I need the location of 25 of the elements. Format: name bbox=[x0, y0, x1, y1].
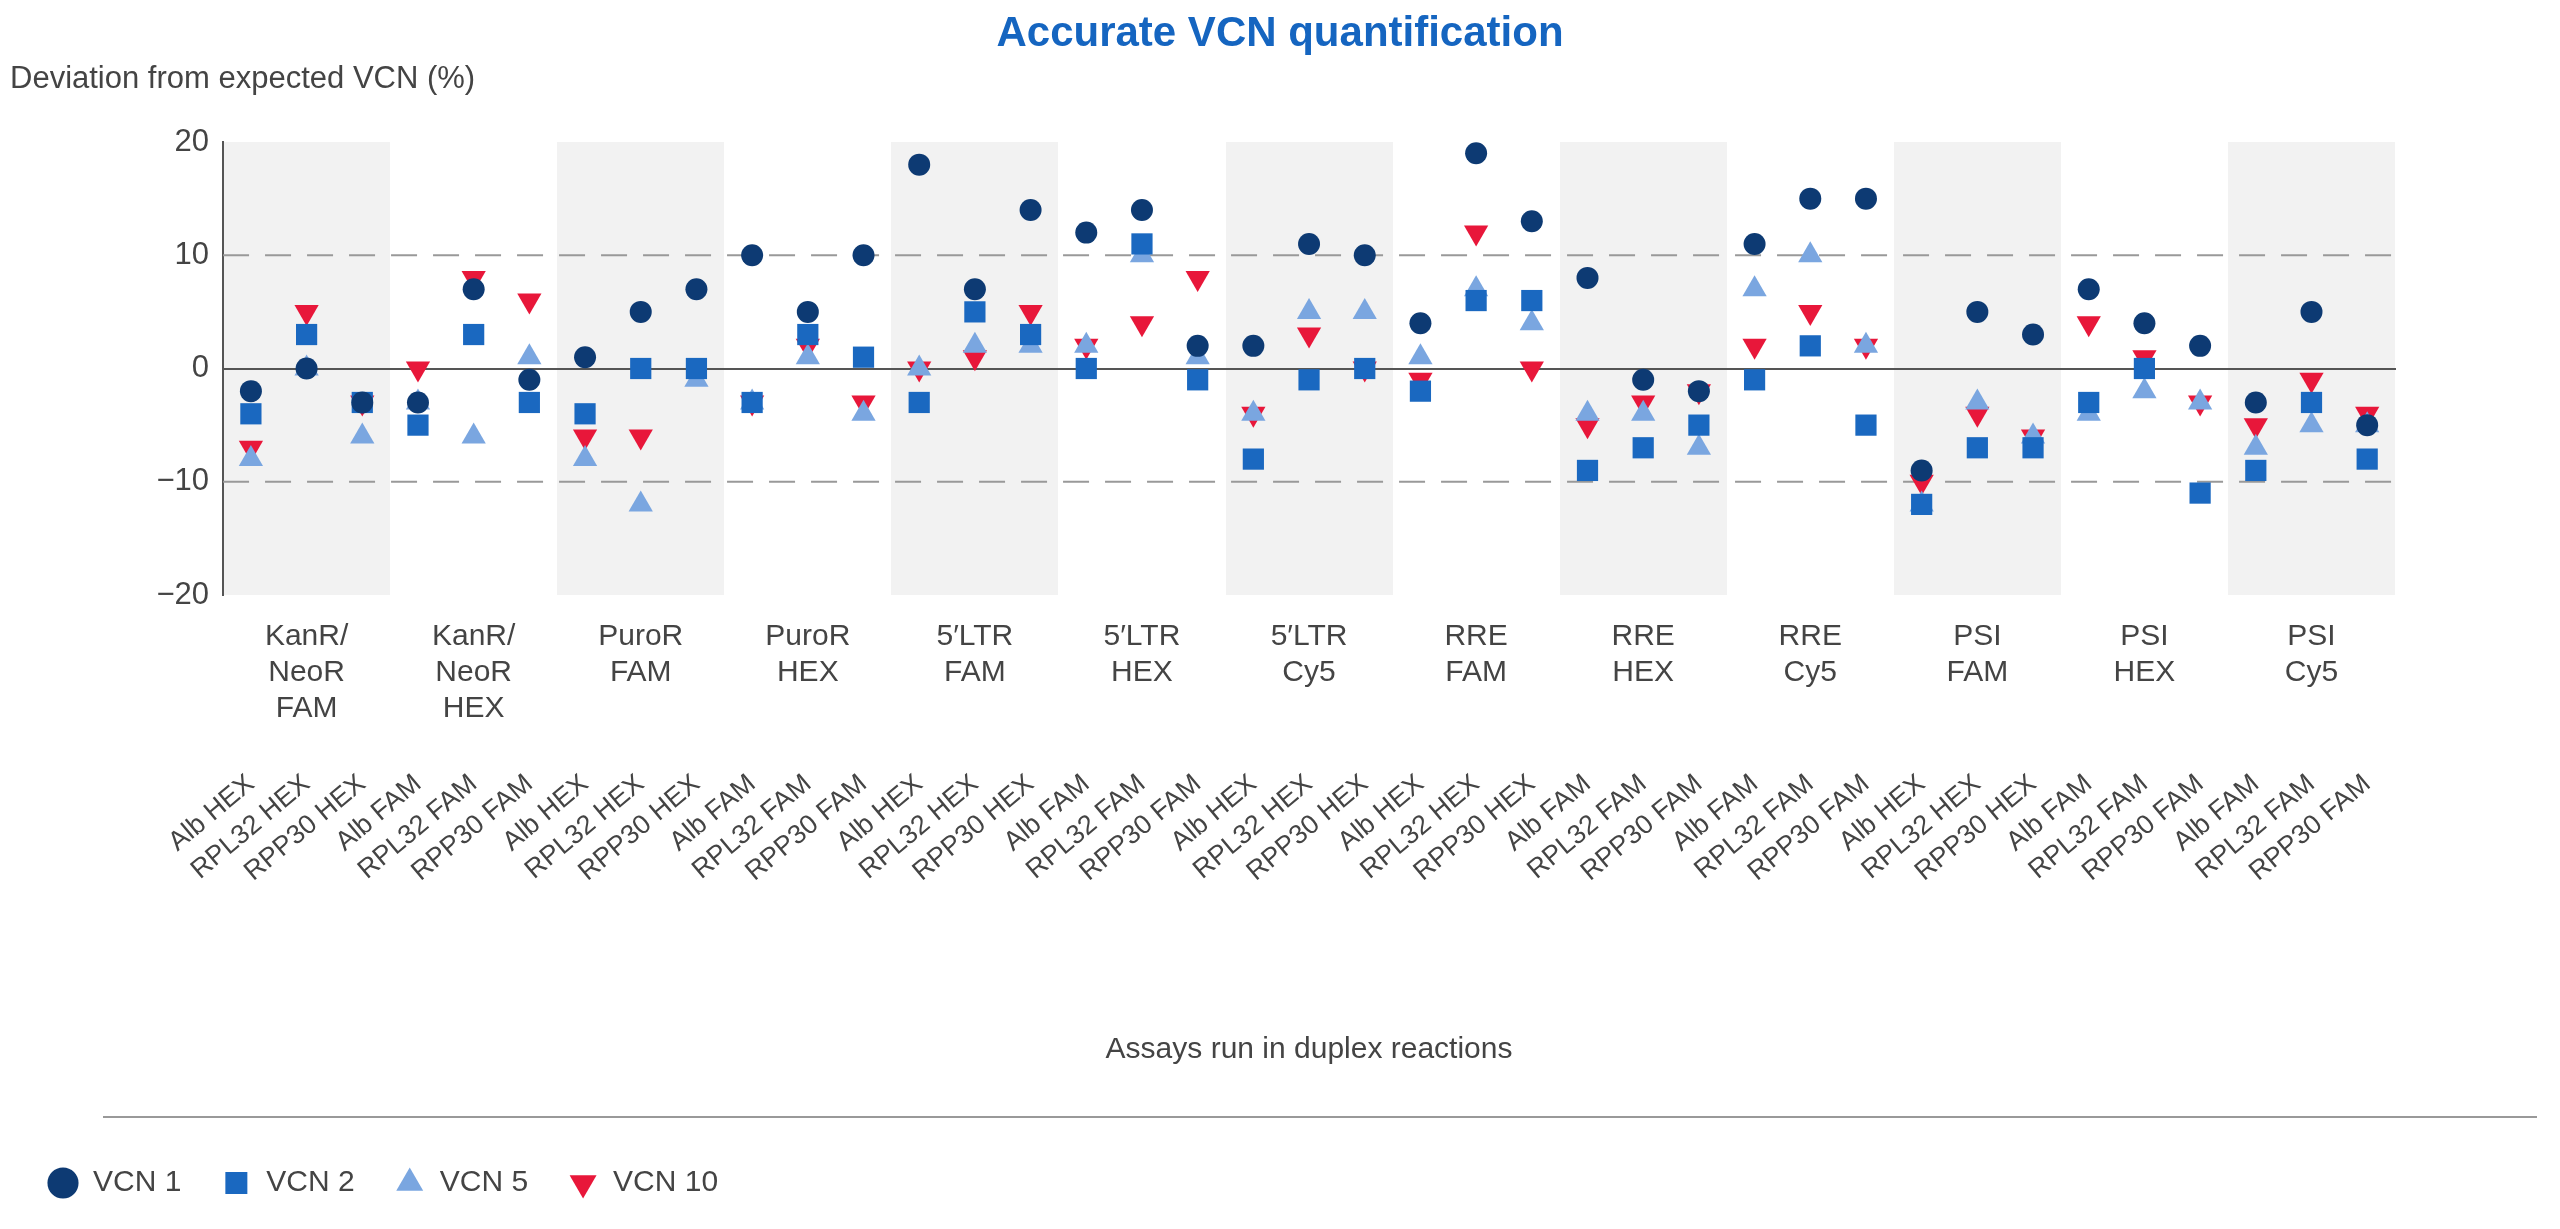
text: RRE FAM bbox=[1443, 617, 1509, 689]
text: 5′LTR Cy5 bbox=[1269, 617, 1349, 689]
y-tick-label: 20 bbox=[174, 122, 210, 158]
legend-label: VCN 5 bbox=[439, 1164, 529, 1198]
y-axis-title: Deviation from expected VCN (%) bbox=[9, 60, 477, 97]
text: PSI FAM bbox=[1945, 617, 2010, 689]
text: 5′LTR HEX bbox=[1102, 617, 1182, 689]
legend-label: VCN 2 bbox=[266, 1164, 355, 1198]
chart-title: Accurate VCN quantification bbox=[995, 8, 1565, 57]
y-tick-label: 0 bbox=[191, 349, 210, 385]
text: PSI Cy5 bbox=[2283, 617, 2340, 689]
text: KanR/ NeoR FAM bbox=[263, 617, 350, 725]
x-axis-title: Assays run in duplex reactions bbox=[1105, 1031, 1513, 1065]
y-tick-label: −20 bbox=[156, 575, 210, 611]
text: RRE Cy5 bbox=[1777, 617, 1843, 689]
text: PuroR HEX bbox=[764, 617, 852, 689]
text: 5′LTR FAM bbox=[935, 617, 1015, 689]
y-tick-label: −10 bbox=[156, 462, 210, 498]
text: PuroR FAM bbox=[597, 617, 685, 689]
legend-label: VCN 10 bbox=[613, 1164, 719, 1198]
text: PSI HEX bbox=[2112, 617, 2177, 689]
text: KanR/ NeoR HEX bbox=[430, 617, 517, 725]
y-tick-label: 10 bbox=[174, 235, 210, 271]
text: RRE HEX bbox=[1610, 617, 1676, 689]
legend-label: VCN 1 bbox=[93, 1164, 182, 1198]
